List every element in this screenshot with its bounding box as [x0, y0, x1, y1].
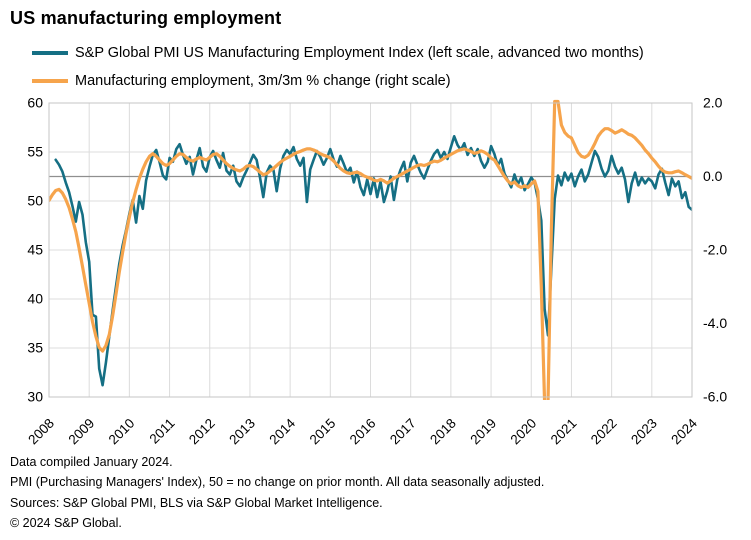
legend-item-employment: Manufacturing employment, 3m/3m % change… — [32, 67, 644, 95]
right-axis-tick-label: -2.0 — [703, 242, 727, 258]
right-axis-tick-label: -4.0 — [703, 315, 727, 331]
x-axis-tick-label: 2008 — [25, 416, 57, 448]
right-axis-tick-label: -6.0 — [703, 389, 727, 405]
x-axis-tick-label: 2012 — [186, 416, 218, 448]
x-axis-tick-label: 2016 — [347, 416, 379, 448]
x-axis-tick-label: 2015 — [307, 416, 339, 448]
left-axis-tick-label: 60 — [27, 95, 43, 111]
x-axis-tick-label: 2024 — [668, 415, 700, 447]
right-axis-tick-label: 2.0 — [703, 95, 723, 111]
legend-item-pmi: S&P Global PMI US Manufacturing Employme… — [32, 39, 644, 67]
left-axis-tick-label: 45 — [27, 242, 43, 258]
left-axis-tick-label: 50 — [27, 193, 43, 209]
x-axis-tick-label: 2010 — [106, 416, 138, 448]
footnote-sources: Sources: S&P Global PMI, BLS via S&P Glo… — [10, 495, 383, 510]
dual-axis-line-chart: 60 55 50 45 40 35 30 2.0 0.0 -2.0 -4.0 -6.0 2008 2009… — [25, 95, 727, 448]
legend-label-employment: Manufacturing employment, 3m/3m % change… — [75, 73, 451, 89]
pmi-line-swatch — [32, 51, 68, 55]
footnotes: Data compiled January 2024. PMI (Purchas… — [10, 452, 544, 534]
x-axis-tick-label: 2019 — [467, 416, 499, 448]
x-axis-tick-label: 2014 — [266, 415, 298, 447]
series-line-employment — [49, 99, 692, 400]
x-axis-tick-label: 2023 — [628, 416, 660, 448]
x-axis-tick-label: 2021 — [548, 416, 580, 448]
x-axis-tick-label: 2009 — [65, 416, 97, 448]
legend-label-pmi: S&P Global PMI US Manufacturing Employme… — [75, 45, 644, 61]
legend: S&P Global PMI US Manufacturing Employme… — [32, 39, 644, 95]
left-axis-tick-label: 30 — [27, 389, 43, 405]
x-axis-tick-label: 2017 — [387, 416, 419, 448]
x-axis-tick-label: 2018 — [427, 416, 459, 448]
x-axis-tick-label: 2013 — [226, 416, 258, 448]
x-axis-tick-label: 2022 — [588, 416, 620, 448]
x-axis-tick-label: 2011 — [147, 416, 178, 447]
chart-title: US manufacturing employment — [10, 8, 282, 28]
left-axis-tick-label: 40 — [27, 291, 43, 307]
footnote-compiled: Data compiled January 2024. — [10, 455, 173, 469]
right-axis-tick-label: 0.0 — [703, 168, 723, 184]
plot-border — [48, 102, 693, 398]
employment-line-swatch — [32, 79, 68, 83]
footnote-pmi-definition: PMI (Purchasing Managers' Index), 50 = n… — [10, 475, 545, 490]
left-axis-tick-label: 35 — [27, 340, 43, 356]
footnote-copyright: © 2024 S&P Global. — [10, 516, 122, 531]
left-axis-tick-label: 55 — [27, 144, 43, 160]
x-axis-tick-label: 2020 — [508, 416, 540, 448]
